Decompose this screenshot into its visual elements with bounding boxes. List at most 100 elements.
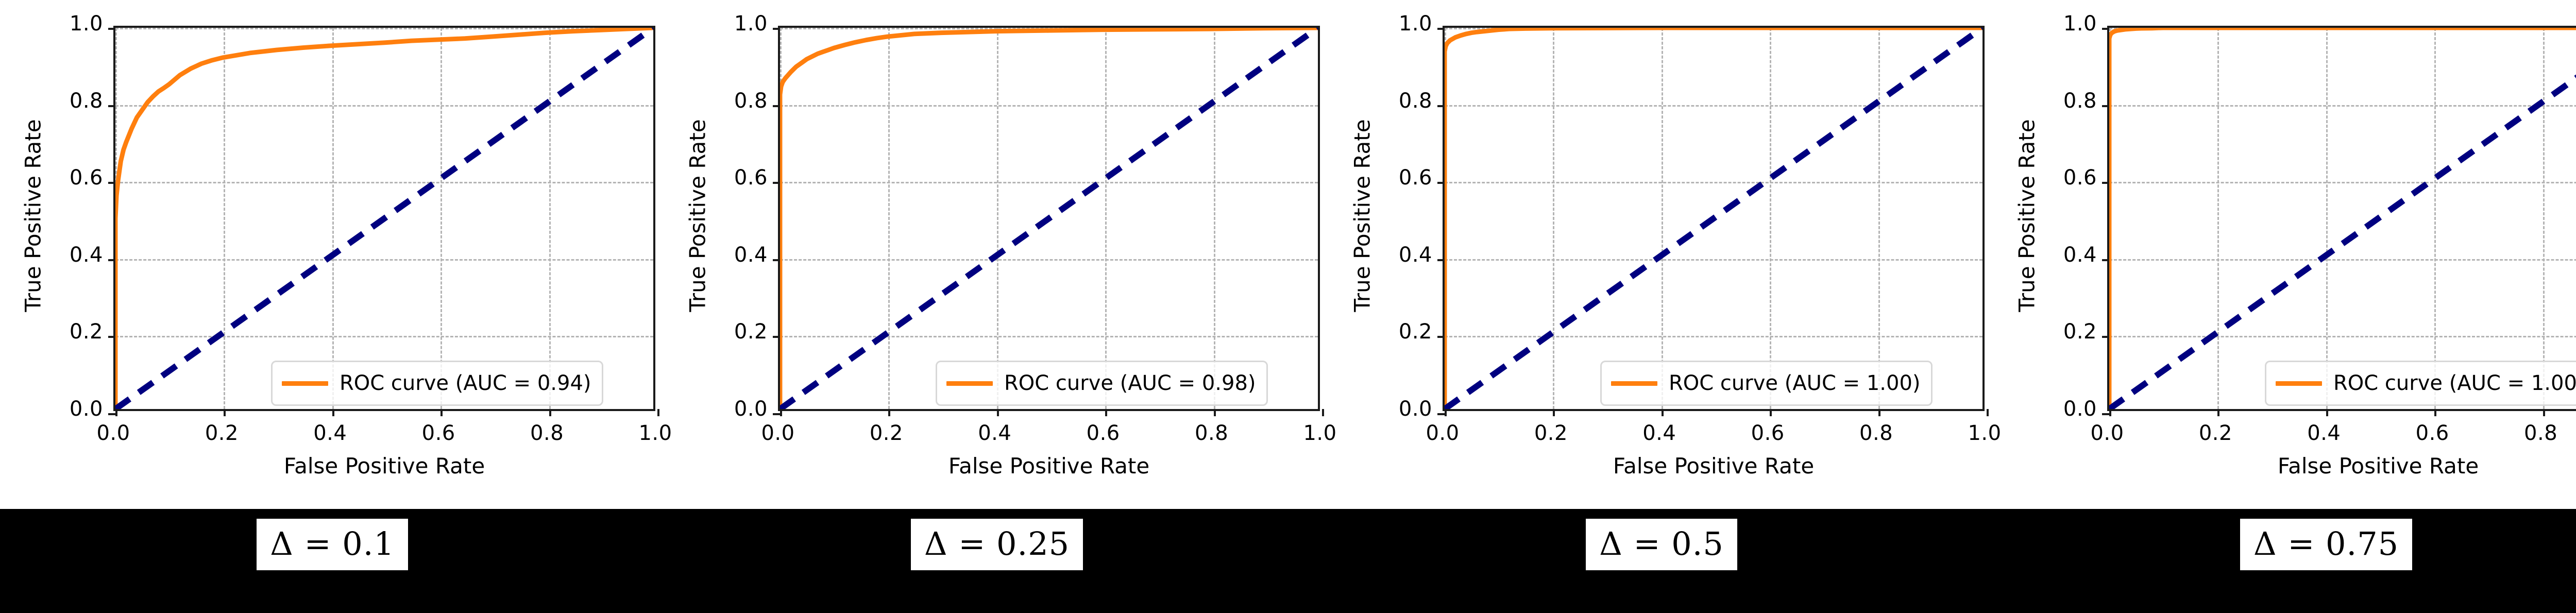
x-tick-label: 0.4 [978,421,1012,445]
y-axis-tick [773,413,780,415]
y-tick-label: 0.8 [734,89,768,113]
x-axis-tick [1322,409,1324,416]
x-tick-label: 0.8 [1859,421,1893,445]
gridline-horizontal [1445,336,1982,338]
gridline-vertical [2217,28,2219,409]
legend-line-swatch [282,381,328,386]
y-axis-label: True Positive Rate [20,119,46,312]
gridline-horizontal [780,182,1318,184]
x-axis-tick [115,409,117,416]
x-tick-label: 0.4 [2307,421,2341,445]
legend-line-swatch [1611,381,1657,386]
x-tick-label: 1.0 [1303,421,1337,445]
y-axis-tick [2102,413,2109,415]
x-axis-tick [1661,409,1664,416]
y-tick-label: 0.0 [734,397,768,421]
delta-label: Δ = 0.5 [1586,519,1737,570]
roc-panel-1: ROC curve (AUC = 0.98) 0.0 0.2 0.4 0.6 0.8 1.0… [665,0,1337,509]
y-axis-tick [2102,336,2109,338]
y-tick-label: 0.6 [69,166,103,190]
gridline-vertical [1878,28,1880,409]
chance-diagonal-line [1445,28,1982,409]
x-axis-tick [1987,409,1989,416]
gridline-horizontal [780,105,1318,107]
curve-layer [780,28,1318,409]
y-tick-label: 1.0 [2063,12,2097,36]
x-tick-label: 0.0 [96,421,130,445]
y-axis-tick [2102,28,2109,30]
legend-label: ROC curve (AUC = 0.94) [340,371,591,395]
y-axis-tick [1437,259,1445,261]
gridline-horizontal [115,182,653,184]
x-axis-tick [2217,409,2220,416]
curve-layer [115,28,653,409]
x-tick-label: 0.4 [313,421,347,445]
chance-diagonal-line [2109,74,2576,409]
delta-cell-0: Δ = 0.1 [0,509,665,613]
roc-panel-0: ROC curve (AUC = 0.94) 0.0 0.2 0.4 0.6 0.8 1.0… [0,0,672,509]
y-axis-tick [773,182,780,184]
x-axis-tick [657,409,659,416]
chance-diagonal-line [780,28,1318,409]
y-tick-label: 0.4 [1398,243,1432,267]
delta-cell-3: Δ = 0.75 [1994,509,2576,613]
x-tick-label: 0.4 [1642,421,1676,445]
x-axis-tick [780,409,782,416]
x-axis-tick [1770,409,1772,416]
x-tick-label: 0.6 [2415,421,2449,445]
x-axis-tick [1878,409,1880,416]
delta-cell-2: Δ = 0.5 [1329,509,1994,613]
x-axis-label: False Positive Rate [948,453,1150,479]
x-axis-label: False Positive Rate [2277,453,2479,479]
roc-panel-2: ROC curve (AUC = 1.00) 0.0 0.2 0.4 0.6 0.8 1.0… [1329,0,2002,509]
y-axis-tick [2102,105,2109,107]
x-axis-tick [888,409,891,416]
gridline-vertical [1661,28,1663,409]
y-axis-tick [773,336,780,338]
roc-curve-line [780,28,1318,409]
x-axis-tick [1213,409,1216,416]
y-axis-tick [773,28,780,30]
delta-label: Δ = 0.25 [910,519,1083,570]
gridline-vertical [224,28,226,409]
y-tick-label: 0.2 [2063,320,2097,344]
y-axis-tick [108,28,115,30]
gridline-vertical [996,28,998,409]
y-axis-tick [1437,336,1445,338]
y-tick-label: 0.2 [1398,320,1432,344]
roc-curve-line [1445,28,1982,409]
plot-inner [1445,28,1982,409]
y-tick-label: 1.0 [734,12,768,36]
y-axis-tick [108,105,115,107]
gridline-horizontal [115,259,653,261]
gridline-vertical [1770,28,1772,409]
x-axis-tick [2434,409,2437,416]
x-tick-label: 1.0 [1968,421,2002,445]
plot-area: ROC curve (AUC = 1.00) [1437,26,1989,416]
y-tick-label: 0.6 [734,166,768,190]
legend: ROC curve (AUC = 1.00) [2265,361,2576,406]
legend-label: ROC curve (AUC = 1.00) [1669,371,1921,395]
x-tick-label: 0.2 [2198,421,2232,445]
y-tick-label: 0.0 [1398,397,1432,421]
curve-layer [2109,28,2576,409]
y-axis-tick [108,182,115,184]
y-axis-tick [1437,28,1445,30]
y-tick-label: 0.2 [734,320,768,344]
x-tick-label: 0.2 [1534,421,1568,445]
y-tick-label: 1.0 [69,12,103,36]
y-tick-label: 0.8 [2063,89,2097,113]
gridline-vertical [2434,28,2436,409]
gridline-vertical [1553,28,1555,409]
x-axis-tick [2326,409,2328,416]
curve-layer [1445,28,1982,409]
x-tick-label: 0.6 [1086,421,1120,445]
x-axis-tick [2543,409,2545,416]
y-axis-tick [1437,105,1445,107]
x-axis-tick [1553,409,1555,416]
legend: ROC curve (AUC = 1.00) [1600,361,1933,406]
gridline-vertical [440,28,443,409]
x-tick-label: 1.0 [638,421,672,445]
plot-inner [2109,28,2576,409]
plot-area: ROC curve (AUC = 1.00) [2102,26,2576,416]
